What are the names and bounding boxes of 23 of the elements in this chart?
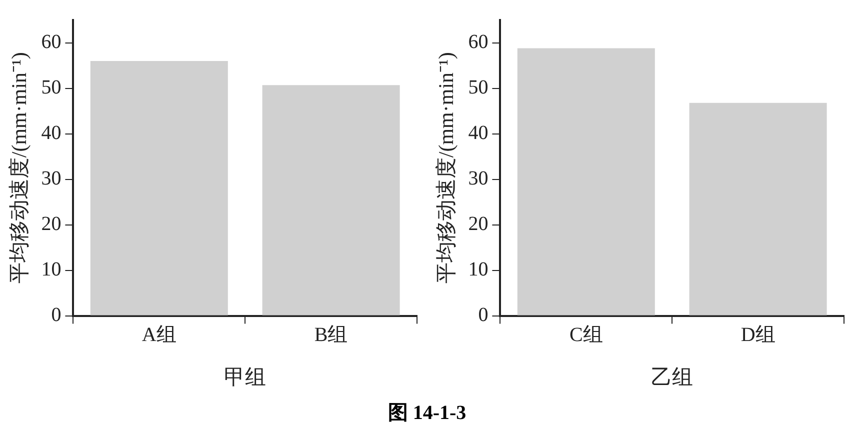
y-tick-label: 30 [468, 168, 488, 190]
y-tick-label: 50 [41, 76, 62, 99]
x-tick-label: D组 [740, 324, 776, 346]
y-tick-label: 0 [51, 304, 62, 326]
x-tick-label: B组 [314, 324, 348, 346]
y-tick-label: 50 [468, 76, 488, 99]
x-tick-label: A组 [142, 324, 176, 346]
y-axis-title: 平均移动速度/(mm·min⁻¹) [7, 52, 32, 284]
y-tick-label: 30 [41, 168, 62, 190]
y-tick-label: 10 [468, 258, 488, 281]
y-tick-label: 20 [41, 213, 62, 236]
y-tick-label: 10 [41, 258, 62, 281]
y-axis-title: 平均移动速度/(mm·min⁻¹) [434, 52, 458, 284]
x-axis-title: 乙组 [651, 364, 694, 389]
x-tick-label: C组 [569, 324, 603, 346]
y-tick-label: 0 [478, 304, 488, 326]
y-tick-label: 20 [468, 213, 488, 236]
y-tick-label: 60 [468, 31, 488, 54]
caption: 图 14-1-3 [386, 401, 468, 426]
y-tick-label: 60 [41, 31, 62, 54]
y-tick-label: 40 [41, 122, 62, 144]
x-axis-title: 甲组 [224, 364, 266, 389]
y-tick-label: 40 [468, 122, 488, 144]
